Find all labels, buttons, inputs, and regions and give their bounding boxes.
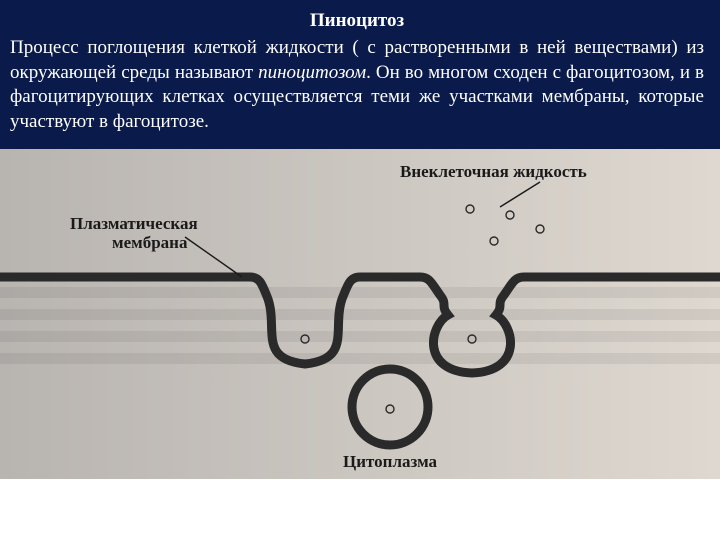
label-membrane-1: Плазматическая <box>70 214 198 233</box>
body-paragraph: Процесс поглощения клеткой жидкости ( с … <box>10 36 704 135</box>
pinocytosis-diagram: Внеклеточная жидкость Плазматическаямембр… <box>0 149 720 479</box>
paragraph-italic: пиноцитозом <box>258 62 366 83</box>
diagram-svg: Внеклеточная жидкость Плазматическаямембр… <box>0 149 720 479</box>
text-block: Пиноцитоз Процесс поглощения клеткой жид… <box>0 0 720 149</box>
label-membrane-2: мембрана <box>112 233 188 252</box>
label-cytoplasm: Цитоплазма <box>343 452 438 471</box>
label-extracellular: Внеклеточная жидкость <box>400 162 587 181</box>
page-title: Пиноцитоз <box>10 10 704 32</box>
